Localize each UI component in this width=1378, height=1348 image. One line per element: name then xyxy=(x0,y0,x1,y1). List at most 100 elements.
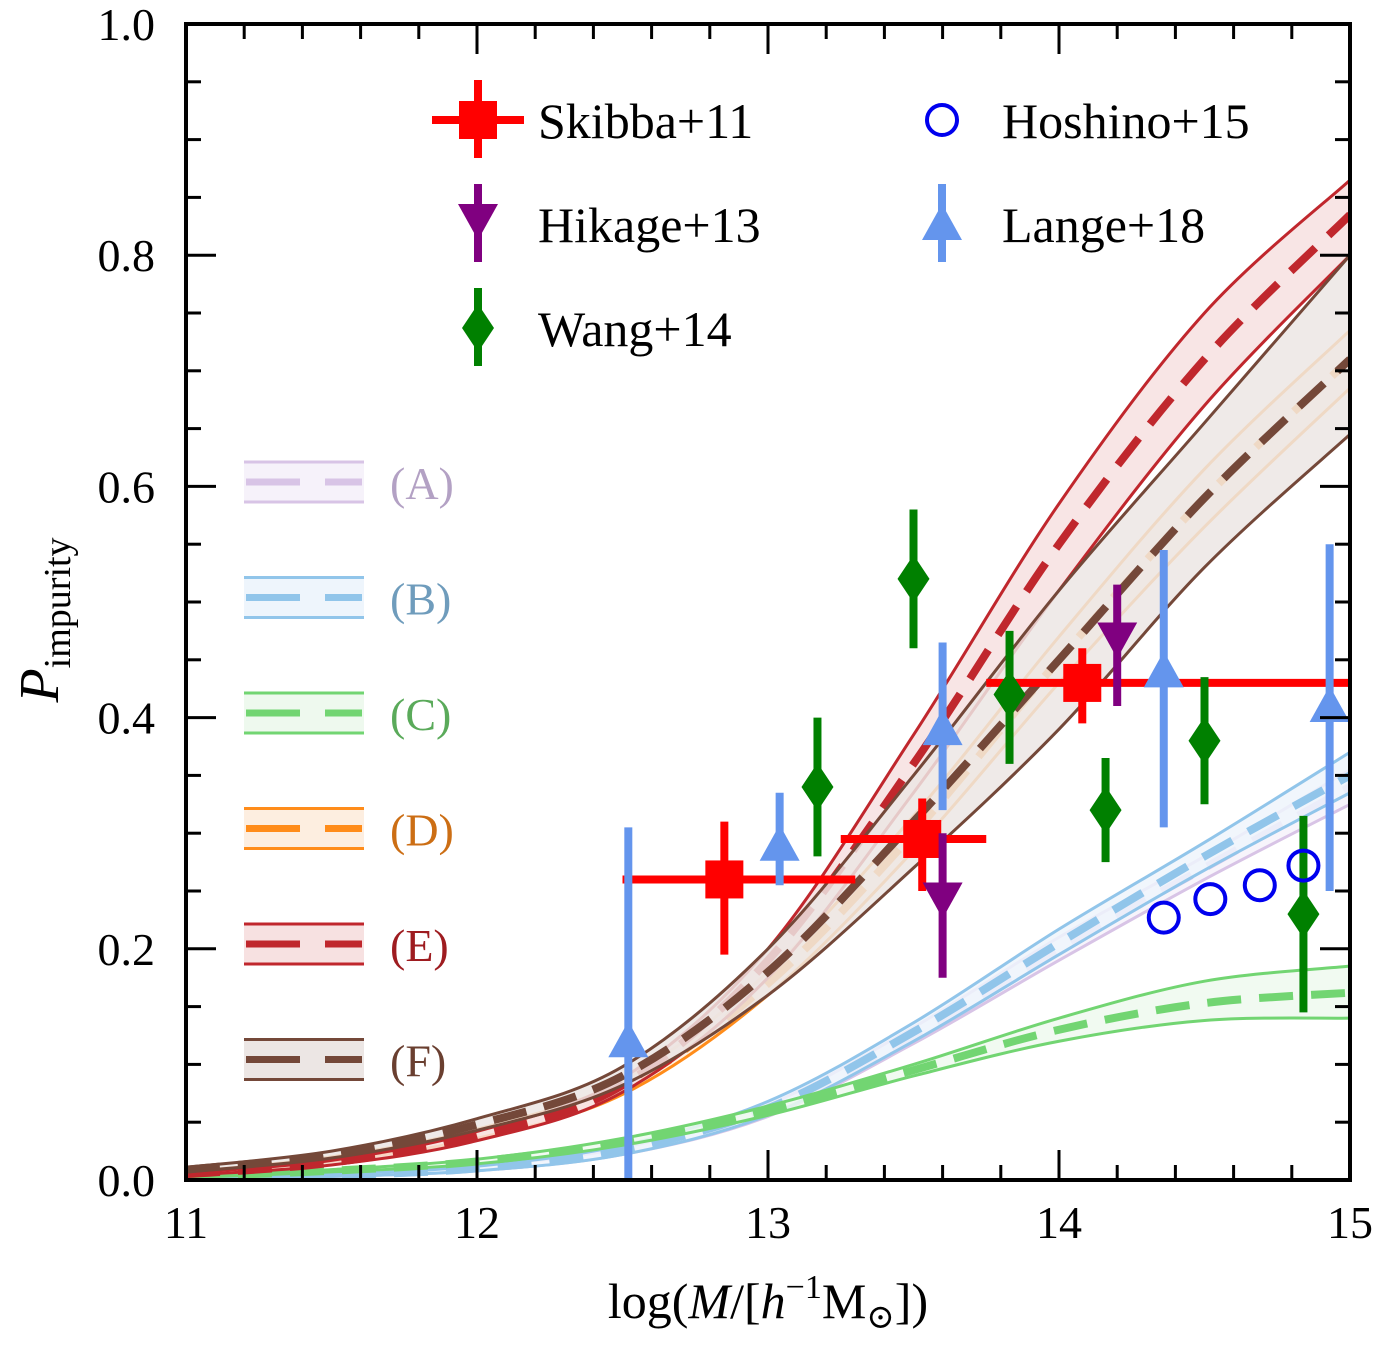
data-point xyxy=(922,642,963,811)
triangle-up-marker xyxy=(608,1021,649,1058)
y-axis-label-main: P xyxy=(9,668,71,703)
open-circle-marker xyxy=(1193,882,1228,917)
triangle-down-marker xyxy=(458,204,498,240)
data-point xyxy=(993,630,1026,764)
triangle-down-marker xyxy=(1097,622,1138,659)
series-hoshino15 xyxy=(1146,848,1321,935)
model-legend-label: (D) xyxy=(390,805,454,856)
observation-legend: Skibba+11 Hikage+13 Wang+14 Hoshino+15 Lange… xyxy=(432,80,1250,366)
model-legend-label: (B) xyxy=(390,574,451,625)
square-marker xyxy=(1063,663,1102,702)
triangle-up-marker xyxy=(1143,651,1184,688)
diamond-marker xyxy=(462,304,494,352)
model-legend-entry: (B) xyxy=(244,574,451,625)
y-tick-label: 0.8 xyxy=(98,230,156,281)
data-point xyxy=(608,827,649,1180)
legend-entry-hikage13: Hikage+13 xyxy=(458,184,761,262)
series-hikage13 xyxy=(922,584,1138,978)
data-point xyxy=(840,798,987,891)
data-point xyxy=(622,821,856,955)
x-axis-label: log(M/[h−1M⊙]) xyxy=(608,1269,928,1336)
legend-label: Skibba+11 xyxy=(538,93,753,149)
data-point xyxy=(759,792,800,886)
data-point xyxy=(897,509,930,649)
data-point xyxy=(1193,882,1228,917)
data-point xyxy=(1242,868,1277,903)
triangle-up-marker xyxy=(922,709,963,746)
band-upper-line xyxy=(186,751,1350,1180)
model-legend-entry: (D) xyxy=(244,805,454,856)
x-tick-label: 15 xyxy=(1327,1197,1373,1248)
open-circle-marker xyxy=(1286,848,1321,883)
y-tick-label: 0.2 xyxy=(98,924,156,975)
open-circle-marker xyxy=(1146,900,1181,935)
open-circle-marker xyxy=(925,103,959,137)
series-skibba11 xyxy=(622,648,1350,955)
model-legend-entry: (C) xyxy=(244,689,451,740)
data-point xyxy=(1188,677,1221,805)
y-tick-label: 0.4 xyxy=(98,693,156,744)
open-circle-marker xyxy=(1242,868,1277,903)
triangle-up-marker xyxy=(922,204,962,240)
x-tick-label: 11 xyxy=(164,1197,208,1248)
y-tick-label: 1.0 xyxy=(98,0,156,50)
legend-label: Wang+14 xyxy=(538,301,732,357)
data-point xyxy=(1097,584,1138,707)
diamond-marker xyxy=(1188,716,1221,765)
legend-entry-skibba11: Skibba+11 xyxy=(432,80,753,158)
band-upper-line xyxy=(186,964,1350,1177)
band-upper-line xyxy=(186,254,1350,1169)
band-fill xyxy=(186,255,1350,1172)
band-lower-line xyxy=(186,433,1350,1174)
legend-entry-hoshino15: Hoshino+15 xyxy=(925,93,1250,149)
diamond-marker xyxy=(1089,786,1122,835)
model-band-c xyxy=(186,964,1350,1180)
diamond-marker xyxy=(993,670,1026,719)
model-band-f xyxy=(186,254,1350,1174)
model-legend-label: (E) xyxy=(390,920,449,971)
legend-label: Hikage+13 xyxy=(538,197,761,253)
data-point xyxy=(1089,758,1122,863)
model-legend-entry: (F) xyxy=(244,1036,446,1087)
band-lower-line xyxy=(186,1016,1350,1180)
model-legend-entry: (A) xyxy=(244,458,454,509)
square-marker xyxy=(903,819,942,858)
diamond-marker xyxy=(1287,890,1320,939)
model-legend-label: (C) xyxy=(390,689,451,740)
legend-entry-lange18: Lange+18 xyxy=(922,184,1205,262)
y-tick-label: 0.6 xyxy=(98,461,156,512)
y-axis-label-sub: impurity xyxy=(37,537,79,668)
data-point xyxy=(801,717,834,857)
data-point xyxy=(1143,549,1184,828)
x-tick-label: 14 xyxy=(1036,1197,1082,1248)
observation-points xyxy=(608,509,1350,1180)
axes: 11 12 13 14 15 0.0 0.2 0.4 0.6 0.8 1.0 xyxy=(98,0,1374,1248)
legend-label: Lange+18 xyxy=(1002,197,1205,253)
model-bands xyxy=(186,178,1350,1180)
x-tick-label: 12 xyxy=(454,1197,500,1248)
legend-entry-wang14: Wang+14 xyxy=(462,288,732,366)
triangle-up-marker xyxy=(1309,686,1350,723)
x-tick-label: 13 xyxy=(745,1197,791,1248)
diamond-marker xyxy=(801,762,834,811)
y-axis-label: Pimpurity xyxy=(9,537,79,703)
square-marker xyxy=(705,860,744,899)
legend-label: Hoshino+15 xyxy=(1002,93,1250,149)
model-legend: (A) (B) (C) (D) (E) (F) xyxy=(244,458,454,1087)
y-tick-label: 0.0 xyxy=(98,1155,156,1206)
model-legend-label: (A) xyxy=(390,458,454,509)
triangle-up-marker xyxy=(759,824,800,861)
series-lange18 xyxy=(608,544,1350,1180)
triangle-down-marker xyxy=(922,882,963,919)
diamond-marker xyxy=(897,554,930,603)
series-wang14 xyxy=(801,509,1320,1013)
data-point xyxy=(922,833,963,978)
model-legend-entry: (E) xyxy=(244,920,449,971)
model-legend-label: (F) xyxy=(390,1036,446,1087)
data-point xyxy=(1286,848,1321,883)
data-point xyxy=(1146,900,1181,935)
band-median-dashed-line xyxy=(186,356,1350,1174)
square-marker xyxy=(459,101,497,139)
band-median-dashed-line xyxy=(186,988,1350,1180)
